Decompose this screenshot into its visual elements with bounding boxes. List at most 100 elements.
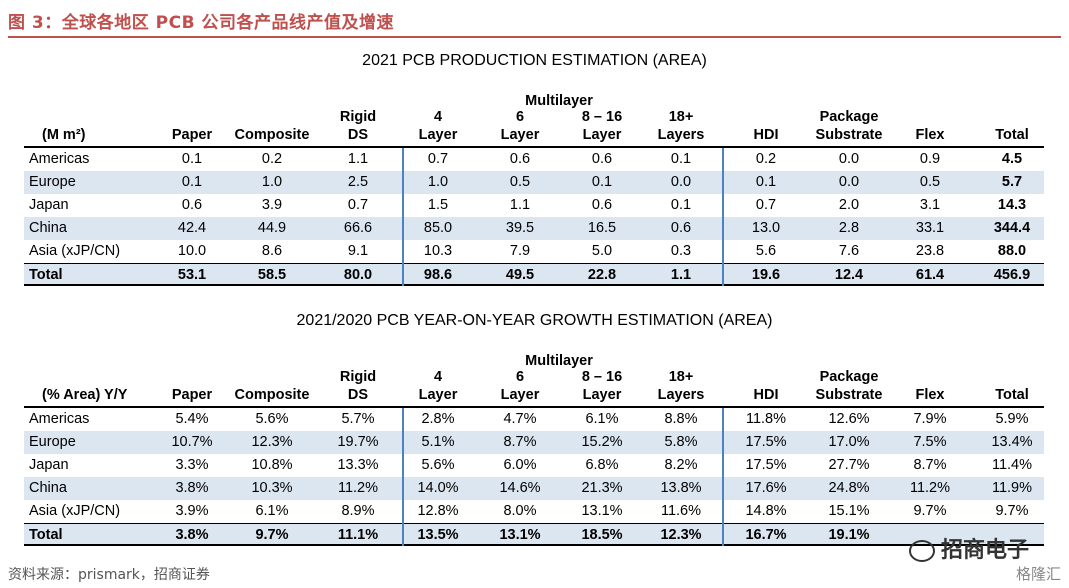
production-table: Multilayer (M m²) Paper Composite Rigid DS 4 La… — [24, 92, 1044, 286]
column-header: 4 Layer — [418, 369, 458, 403]
table-cell: 5.0 — [591, 243, 613, 259]
column-header: 4 Layer — [418, 109, 458, 143]
column-header: Composite — [234, 127, 310, 143]
table-cell: 16.5 — [587, 220, 617, 236]
table-cell: 8.8% — [664, 411, 698, 427]
column-header: Composite — [234, 387, 310, 403]
table-cell: 11.8% — [745, 411, 787, 427]
table-cell: 24.8% — [828, 480, 870, 496]
table-cell: 2.5 — [347, 174, 369, 190]
table-cell: 5.8% — [664, 434, 698, 450]
table-row: China 3.8% 10.3% 11.2% 14.0% 14.6% 21.3% 13.8% 1… — [24, 477, 1044, 500]
table-row: Europe 10.7% 12.3% 19.7% 5.1% 8.7% 15.2% 5.8% 17… — [24, 431, 1044, 454]
table-cell: 8.7% — [503, 434, 537, 450]
table-cell: 0.7 — [755, 197, 777, 213]
table-cell: 21.3% — [581, 480, 623, 496]
table-cell: 13.1% — [581, 503, 623, 519]
table-cell: 2.0 — [838, 197, 860, 213]
column-header: Package Substrate — [815, 369, 883, 403]
table-cell: 1.0 — [261, 174, 283, 190]
row-label: Europe — [29, 174, 76, 190]
table-row: Americas 0.1 0.2 1.1 0.7 0.6 0.6 0.1 0.2 0.0 0.9 4.… — [24, 148, 1044, 171]
table1-title: 2021 PCB PRODUCTION ESTIMATION (AREA) — [362, 52, 707, 69]
table-cell: 1.1 — [347, 151, 369, 167]
table-cell: 13.8% — [660, 480, 702, 496]
table-header: Multilayer (M m²) Paper Composite Rigid DS 4 La… — [24, 92, 1044, 148]
table-cell: 5.7 — [1001, 174, 1023, 190]
row-label: Asia (xJP/CN) — [29, 243, 121, 259]
table-cell: 16.7% — [745, 527, 787, 543]
table-cell: 0.2 — [755, 151, 777, 167]
table-cell: 5.6% — [421, 457, 455, 473]
wechat-icon — [908, 540, 935, 562]
table-cell: 0.7 — [347, 197, 369, 213]
table-cell: 11.4% — [991, 457, 1033, 473]
table-cell: 11.1% — [337, 527, 379, 543]
table-cell: 12.3% — [251, 434, 293, 450]
table-cell: 1.5 — [427, 197, 449, 213]
table-cell: 85.0 — [423, 220, 453, 236]
unit-label: (M m²) — [42, 127, 86, 143]
table-cell: 14.6% — [499, 480, 541, 496]
table-cell: 7.9% — [913, 411, 947, 427]
column-header: 6 Layer — [500, 369, 540, 403]
table-cell: 0.1 — [591, 174, 613, 190]
table-cell: 8.7% — [913, 457, 947, 473]
total-row: Total 53.1 58.5 80.0 98.6 49.5 22.8 1.1 19.6 12.4… — [24, 263, 1044, 286]
table-cell: 5.4% — [175, 411, 209, 427]
table-cell: 8.0% — [503, 503, 537, 519]
table-cell: 19.1% — [828, 527, 870, 543]
column-header: Total — [995, 387, 1029, 403]
table-row: Japan 3.3% 10.8% 13.3% 5.6% 6.0% 6.8% 8.2% 17.5%… — [24, 454, 1044, 477]
table-cell: 0.6 — [181, 197, 203, 213]
table-cell: 19.6 — [751, 267, 781, 283]
table-cell: 66.6 — [343, 220, 373, 236]
table-cell: 44.9 — [257, 220, 287, 236]
table-cell: 10.8% — [251, 457, 293, 473]
table-cell: 8.9% — [341, 503, 375, 519]
table2-title: 2021/2020 PCB YEAR-ON-YEAR GROWTH ESTIMA… — [296, 312, 773, 329]
table-cell: 0.2 — [261, 151, 283, 167]
table-row: China 42.4 44.9 66.6 85.0 39.5 16.5 0.6 13.0 2.8 3… — [24, 217, 1044, 240]
table-cell: 0.1 — [670, 197, 692, 213]
table-cell: 49.5 — [505, 267, 535, 283]
table-cell: 42.4 — [177, 220, 207, 236]
table-cell: 0.6 — [591, 151, 613, 167]
table-cell: 1.0 — [427, 174, 449, 190]
table-cell: 19.7% — [337, 434, 379, 450]
table-cell: 11.2% — [337, 480, 379, 496]
table-cell: 17.5% — [745, 457, 787, 473]
multilayer-group-label: Multilayer — [525, 353, 593, 369]
table-cell: 39.5 — [505, 220, 535, 236]
row-label: Americas — [29, 411, 90, 427]
table-cell: 10.3 — [423, 243, 453, 259]
table-cell: 8.2% — [664, 457, 698, 473]
table-cell: 12.3% — [660, 527, 702, 543]
column-header: Rigid DS — [339, 109, 377, 143]
table-cell: 11.6% — [660, 503, 702, 519]
table-cell: 0.6 — [591, 197, 613, 213]
table-cell: 3.3% — [175, 457, 209, 473]
table-cell: 0.7 — [427, 151, 449, 167]
table-cell: 0.1 — [670, 151, 692, 167]
table-cell: 9.1 — [347, 243, 369, 259]
table-cell: 9.7% — [255, 527, 289, 543]
column-header: Rigid DS — [339, 369, 377, 403]
table-cell: 0.0 — [670, 174, 692, 190]
row-label: Total — [29, 267, 63, 283]
multilayer-group-label: Multilayer — [525, 93, 593, 109]
watermark: 招商电子 — [908, 532, 1029, 564]
column-header: 8 – 16 Layer — [581, 109, 623, 143]
table-cell: 14.8% — [745, 503, 787, 519]
table-header: Multilayer (% Area) Y/Y Paper Composite Rigi… — [24, 352, 1044, 408]
table-row: Asia (xJP/CN) 10.0 8.6 9.1 10.3 7.9 5.0 0.3 5.6 7… — [24, 240, 1044, 263]
table-cell: 13.5% — [417, 527, 459, 543]
table-cell: 12.6% — [828, 411, 870, 427]
table-cell: 0.1 — [181, 174, 203, 190]
row-label: Total — [29, 527, 63, 543]
table-cell: 5.1% — [421, 434, 455, 450]
table-cell: 5.7% — [341, 411, 375, 427]
table-cell: 10.3% — [251, 480, 293, 496]
column-header: 18+ Layers — [657, 369, 705, 403]
column-header: Total — [995, 127, 1029, 143]
